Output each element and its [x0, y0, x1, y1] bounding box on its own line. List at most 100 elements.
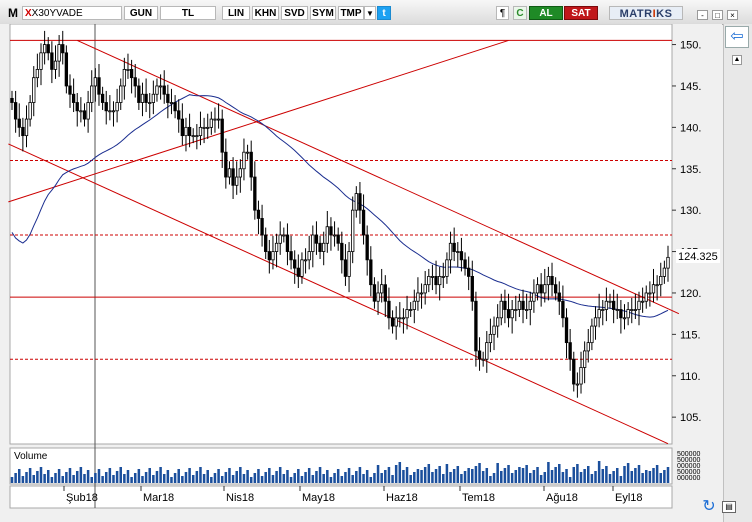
price-chart[interactable]: 150.145.140.135.130.125.120.115.110.105.…: [0, 24, 722, 522]
candle-body: [387, 300, 391, 319]
chevron-down-icon[interactable]: ▼: [364, 6, 376, 20]
candle-body: [293, 259, 297, 269]
candle-body: [256, 209, 261, 219]
volume-bar: [199, 467, 202, 483]
symbol-prefix: X: [25, 8, 32, 19]
volume-bar: [452, 469, 456, 483]
volume-axis-label: 500000: [677, 469, 700, 476]
candle-body: [626, 309, 630, 319]
notes-icon[interactable]: ¶: [496, 6, 509, 20]
tmp-button[interactable]: TMP: [338, 6, 364, 20]
brand-label: MATRIKS: [609, 6, 683, 20]
volume-bar: [347, 468, 351, 483]
maximize-icon[interactable]: □: [712, 10, 723, 20]
scroll-up-icon[interactable]: ▲: [732, 55, 742, 65]
volume-bar: [608, 474, 612, 483]
volume-bar: [583, 469, 586, 483]
candle-body: [405, 309, 409, 319]
candle-body: [575, 383, 580, 386]
candle-body: [100, 93, 105, 103]
candle-body: [394, 317, 398, 327]
status-icons: ↻ ▤: [700, 498, 742, 516]
volume-axis-label: 500000: [677, 457, 700, 464]
volume-bar: [394, 465, 398, 483]
candle-body: [93, 77, 98, 87]
candle-body: [383, 284, 387, 302]
volume-bar: [278, 467, 282, 483]
candle-body: [17, 118, 21, 128]
candle-body: [57, 44, 61, 62]
refresh-toolbar-icon[interactable]: C: [513, 6, 527, 20]
properties-icon[interactable]: ▤: [722, 501, 736, 513]
volume-bar: [572, 467, 576, 483]
volume-bar: [449, 472, 452, 483]
candle-body: [351, 209, 355, 252]
scale-button[interactable]: LIN: [222, 6, 250, 20]
candle-body: [601, 309, 605, 311]
twitter-icon[interactable]: t: [377, 6, 391, 20]
volume-bar: [119, 467, 122, 483]
svd-button[interactable]: SVD: [281, 6, 308, 20]
candle-body: [354, 193, 358, 211]
volume-bar: [561, 472, 565, 483]
sym-button[interactable]: SYM: [310, 6, 336, 20]
buy-button[interactable]: AL: [529, 6, 563, 20]
volume-bar: [442, 474, 445, 483]
symbol-input[interactable]: X30YVADE: [31, 8, 83, 19]
volume-bar: [648, 471, 652, 483]
volume-bar: [141, 476, 144, 483]
back-arrow-icon[interactable]: ⇦: [725, 26, 749, 48]
refresh-icon[interactable]: ↻: [702, 498, 716, 515]
volume-bar: [329, 477, 333, 483]
candle-body: [187, 126, 192, 137]
candle-body: [71, 93, 76, 103]
candle-body: [242, 151, 246, 170]
candle-body: [303, 259, 308, 262]
candle-body: [35, 69, 40, 79]
candle-body: [180, 118, 185, 137]
volume-bar: [213, 473, 217, 483]
candle-body: [184, 126, 188, 137]
candle-body: [90, 85, 94, 103]
khn-button[interactable]: KHN: [252, 6, 279, 20]
symbol-field[interactable]: XX30YVADE: [22, 6, 122, 20]
x-tick-label: Mar18: [143, 492, 174, 504]
volume-bar: [384, 470, 387, 483]
currency-button[interactable]: TL: [160, 6, 216, 20]
volume-bar: [525, 465, 528, 483]
volume-bar: [416, 469, 420, 483]
candle-body: [488, 333, 493, 344]
candle-body: [510, 309, 514, 319]
candle-body: [231, 168, 235, 186]
period-button[interactable]: GUN: [124, 6, 158, 20]
candle-body: [564, 317, 569, 344]
close-icon[interactable]: ×: [727, 10, 738, 20]
candle-body: [300, 259, 304, 277]
volume-bar: [369, 477, 373, 483]
candle-body: [144, 93, 148, 103]
candle-body: [282, 234, 286, 237]
volume-bar: [65, 472, 68, 483]
candle-body: [220, 118, 224, 153]
candle-body: [213, 118, 217, 121]
volume-bar: [177, 469, 180, 483]
candle-body: [28, 102, 32, 120]
volume-bar: [217, 469, 220, 483]
candle-body: [521, 300, 525, 310]
sell-button[interactable]: SAT: [564, 6, 598, 20]
minimize-icon[interactable]: -: [697, 10, 708, 20]
volume-bar: [220, 476, 224, 483]
volume-bar: [326, 470, 329, 483]
volume-bar: [148, 468, 151, 483]
candle-body: [140, 93, 145, 103]
candle-body: [477, 350, 482, 360]
candle-body: [86, 102, 90, 120]
candle-body: [267, 251, 271, 261]
candle-body: [412, 300, 416, 310]
volume-bar: [268, 468, 271, 483]
candle-body: [115, 102, 119, 112]
volume-bar: [137, 469, 141, 483]
volume-bar: [529, 473, 532, 483]
candle-body: [21, 126, 25, 137]
candle-body: [42, 44, 47, 54]
